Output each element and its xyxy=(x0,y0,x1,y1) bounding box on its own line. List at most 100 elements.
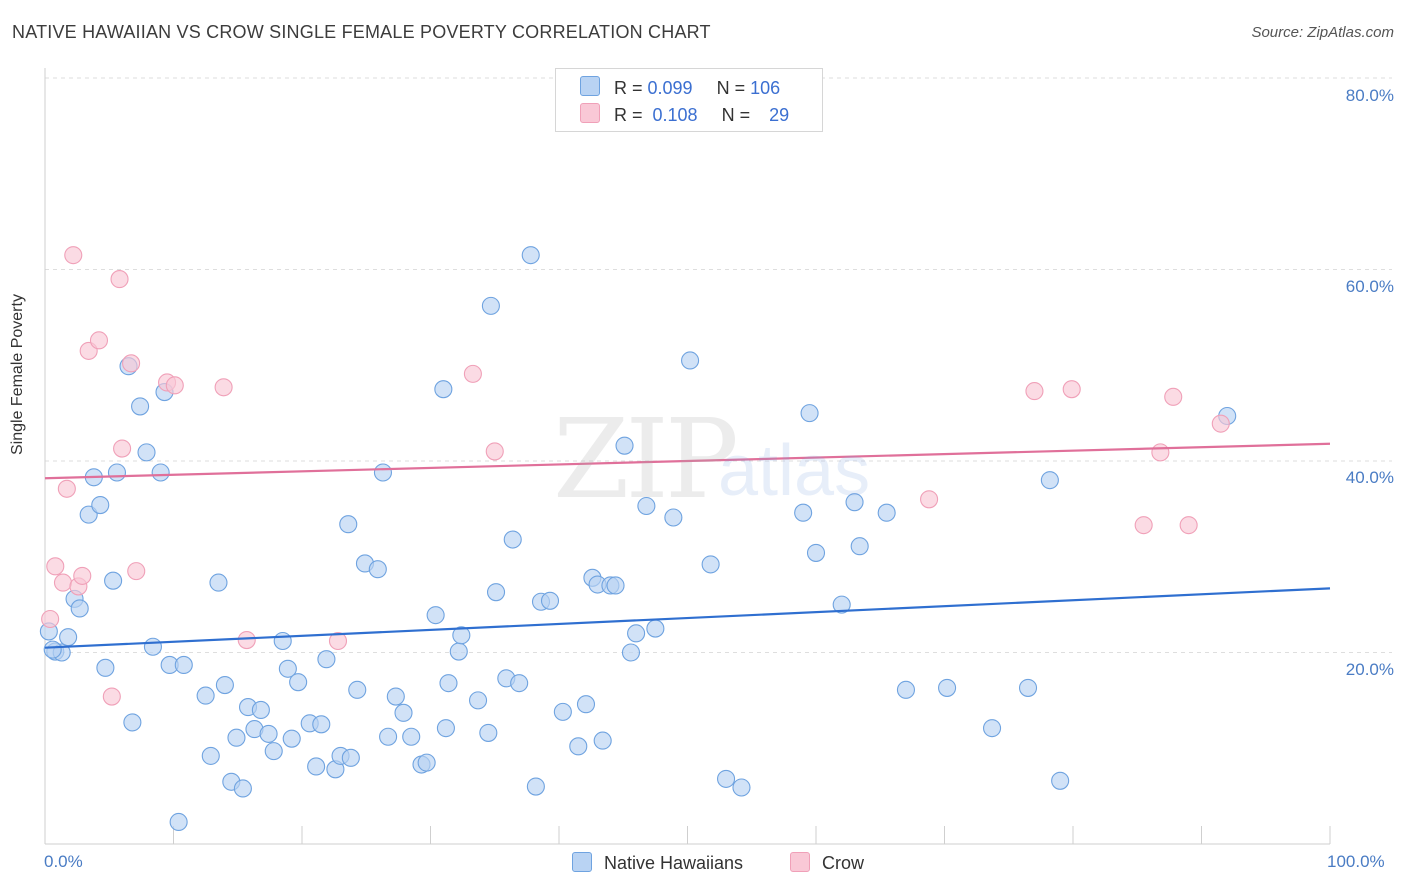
trendline-native-hawaiians xyxy=(44,587,1331,649)
point-native-hawaiians xyxy=(59,628,78,647)
point-native-hawaiians xyxy=(800,404,819,423)
point-crow xyxy=(165,376,184,395)
y-tick-label: 40.0% xyxy=(1345,468,1394,487)
legend-n-label: N = xyxy=(721,105,756,125)
bottom-legend-label: Native Hawaiians xyxy=(604,853,744,873)
y-axis-label: Single Female Poverty xyxy=(9,294,26,455)
point-crow xyxy=(1164,387,1183,406)
point-native-hawaiians xyxy=(131,397,150,416)
point-native-hawaiians xyxy=(637,496,656,516)
point-native-hawaiians xyxy=(426,606,445,625)
bottom-legend-label: Crow xyxy=(822,853,865,873)
legend-r-label: R = xyxy=(614,105,648,125)
point-native-hawaiians xyxy=(282,729,301,748)
point-native-hawaiians xyxy=(264,742,283,761)
legend-swatch-pink xyxy=(580,103,600,123)
point-native-hawaiians xyxy=(615,436,634,455)
legend-r-value: 0.099 xyxy=(647,78,693,98)
legend-row-crow: R = 0.108 N = 29 xyxy=(580,103,789,127)
y-tick-label: 80.0% xyxy=(1345,86,1394,105)
point-native-hawaiians xyxy=(259,724,278,743)
point-native-hawaiians xyxy=(503,530,522,549)
point-crow xyxy=(113,439,132,458)
legend-n-value: 29 xyxy=(769,105,790,125)
point-crow xyxy=(53,573,73,592)
point-native-hawaiians xyxy=(526,777,545,796)
point-native-hawaiians xyxy=(107,463,127,482)
point-native-hawaiians xyxy=(938,678,957,697)
point-crow xyxy=(110,270,129,289)
point-native-hawaiians xyxy=(621,643,641,662)
point-native-hawaiians xyxy=(606,576,625,595)
point-native-hawaiians xyxy=(982,719,1002,738)
point-crow xyxy=(1062,380,1081,399)
point-native-hawaiians xyxy=(877,503,896,522)
x-tick-label-max: 100.0% xyxy=(1327,852,1385,871)
point-native-hawaiians xyxy=(449,642,468,661)
point-crow xyxy=(1151,443,1170,462)
point-native-hawaiians xyxy=(794,503,813,522)
point-native-hawaiians xyxy=(348,680,367,699)
point-native-hawaiians xyxy=(317,650,336,669)
point-native-hawaiians xyxy=(832,595,851,614)
point-crow xyxy=(328,631,348,651)
point-native-hawaiians xyxy=(701,555,720,574)
point-crow xyxy=(1179,516,1198,535)
point-crow xyxy=(214,378,233,397)
point-native-hawaiians xyxy=(379,727,398,746)
point-native-hawaiians xyxy=(278,659,297,678)
point-native-hawaiians xyxy=(386,687,405,706)
point-native-hawaiians xyxy=(251,700,270,720)
legend-swatch-blue xyxy=(580,76,600,96)
point-native-hawaiians xyxy=(96,658,115,677)
point-crow xyxy=(920,490,939,509)
point-native-hawaiians xyxy=(486,583,506,602)
point-native-hawaiians xyxy=(215,676,234,695)
point-native-hawaiians xyxy=(434,380,453,399)
point-native-hawaiians xyxy=(716,769,736,788)
point-native-hawaiians xyxy=(91,495,110,515)
point-native-hawaiians xyxy=(896,680,916,699)
point-native-hawaiians xyxy=(1051,771,1070,790)
chart-title: NATIVE HAWAIIAN VS CROW SINGLE FEMALE PO… xyxy=(12,22,711,42)
bottom-legend-crow: Crow xyxy=(790,852,864,874)
source-label: Source: ZipAtlas.com xyxy=(1251,24,1394,41)
point-native-hawaiians xyxy=(576,695,596,714)
point-native-hawaiians xyxy=(569,737,588,756)
point-crow xyxy=(64,246,83,265)
point-native-hawaiians xyxy=(593,731,612,750)
point-native-hawaiians xyxy=(806,543,826,562)
legend-row-native-hawaiians: R = 0.099 N = 106 xyxy=(580,76,780,100)
point-native-hawaiians xyxy=(436,719,455,738)
point-crow xyxy=(485,442,504,461)
bottom-legend-swatch-blue xyxy=(572,852,592,872)
point-native-hawaiians xyxy=(540,591,560,610)
point-native-hawaiians xyxy=(664,508,683,527)
point-native-hawaiians xyxy=(341,748,360,767)
point-native-hawaiians xyxy=(151,463,170,482)
point-crow xyxy=(237,631,256,650)
point-native-hawaiians xyxy=(521,246,540,265)
point-native-hawaiians xyxy=(468,691,488,710)
point-crow xyxy=(57,479,76,498)
point-native-hawaiians xyxy=(1040,471,1059,490)
point-crow xyxy=(46,557,65,576)
point-native-hawaiians xyxy=(402,727,421,746)
point-native-hawaiians xyxy=(452,626,471,645)
point-native-hawaiians xyxy=(479,723,498,742)
bottom-legend-swatch-pink xyxy=(790,852,810,872)
point-native-hawaiians xyxy=(339,515,358,534)
trendline-crow xyxy=(44,442,1331,480)
point-native-hawaiians xyxy=(417,753,436,772)
point-native-hawaiians xyxy=(227,728,246,747)
watermark-atlas: atlas xyxy=(718,431,871,511)
point-native-hawaiians xyxy=(646,619,665,638)
y-tick-label: 60.0% xyxy=(1345,277,1394,296)
x-tick-label-min: 0.0% xyxy=(44,852,83,871)
point-crow xyxy=(89,331,109,350)
point-native-hawaiians xyxy=(1018,678,1038,697)
point-native-hawaiians xyxy=(368,560,387,579)
point-native-hawaiians xyxy=(233,779,252,798)
point-native-hawaiians xyxy=(681,351,700,370)
legend-r-label: R = xyxy=(614,78,648,98)
